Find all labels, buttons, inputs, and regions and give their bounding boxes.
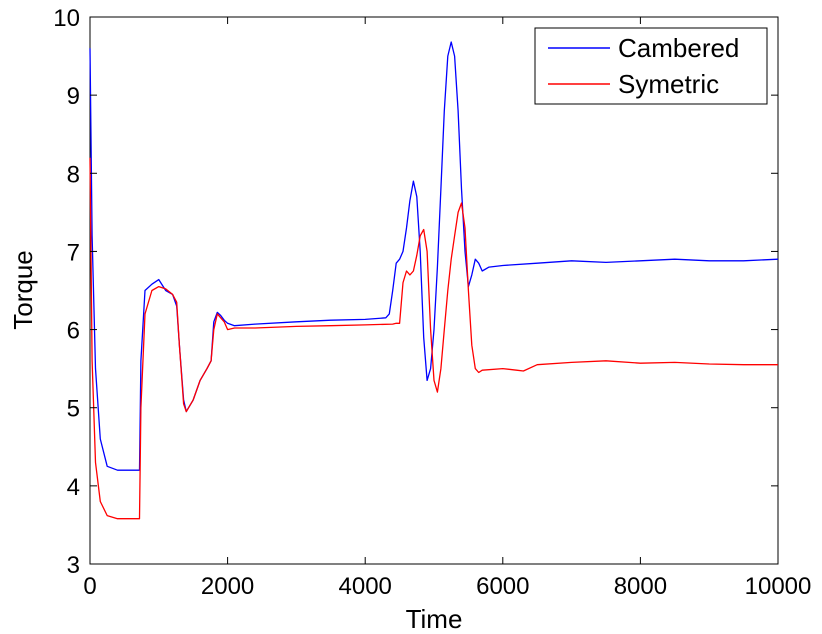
y-axis-label: Torque: [8, 250, 38, 330]
x-tick-label: 10000: [745, 573, 812, 600]
x-tick-label: 8000: [614, 573, 667, 600]
legend-label-cambered: Cambered: [618, 33, 739, 63]
x-tick-label: 6000: [476, 573, 529, 600]
y-tick-label: 6: [67, 318, 80, 345]
x-tick-label: 2000: [201, 573, 254, 600]
series-line-symetric: [89, 157, 778, 520]
series-layer: [89, 41, 779, 520]
plot-area: [89, 16, 779, 565]
x-axis-label: Time: [406, 604, 463, 634]
y-axis-ticks: 3 4 5 6 7 8 9 10: [53, 5, 778, 579]
legend-label-symetric: Symetric: [618, 69, 719, 99]
legend-box: [534, 27, 768, 105]
y-tick-label: 3: [67, 552, 80, 579]
legend: Cambered Symetric: [534, 27, 768, 105]
y-tick-label: 4: [67, 474, 80, 501]
y-tick-label: 5: [67, 396, 80, 423]
y-tick-label: 9: [67, 83, 80, 110]
y-tick-label: 10: [53, 5, 80, 32]
x-tick-label: 4000: [339, 573, 392, 600]
x-axis-ticks: 0 2000 4000 6000 8000 10000: [83, 17, 811, 600]
x-tick-label: 0: [83, 573, 96, 600]
y-tick-label: 8: [67, 161, 80, 188]
y-tick-label: 7: [67, 239, 80, 266]
